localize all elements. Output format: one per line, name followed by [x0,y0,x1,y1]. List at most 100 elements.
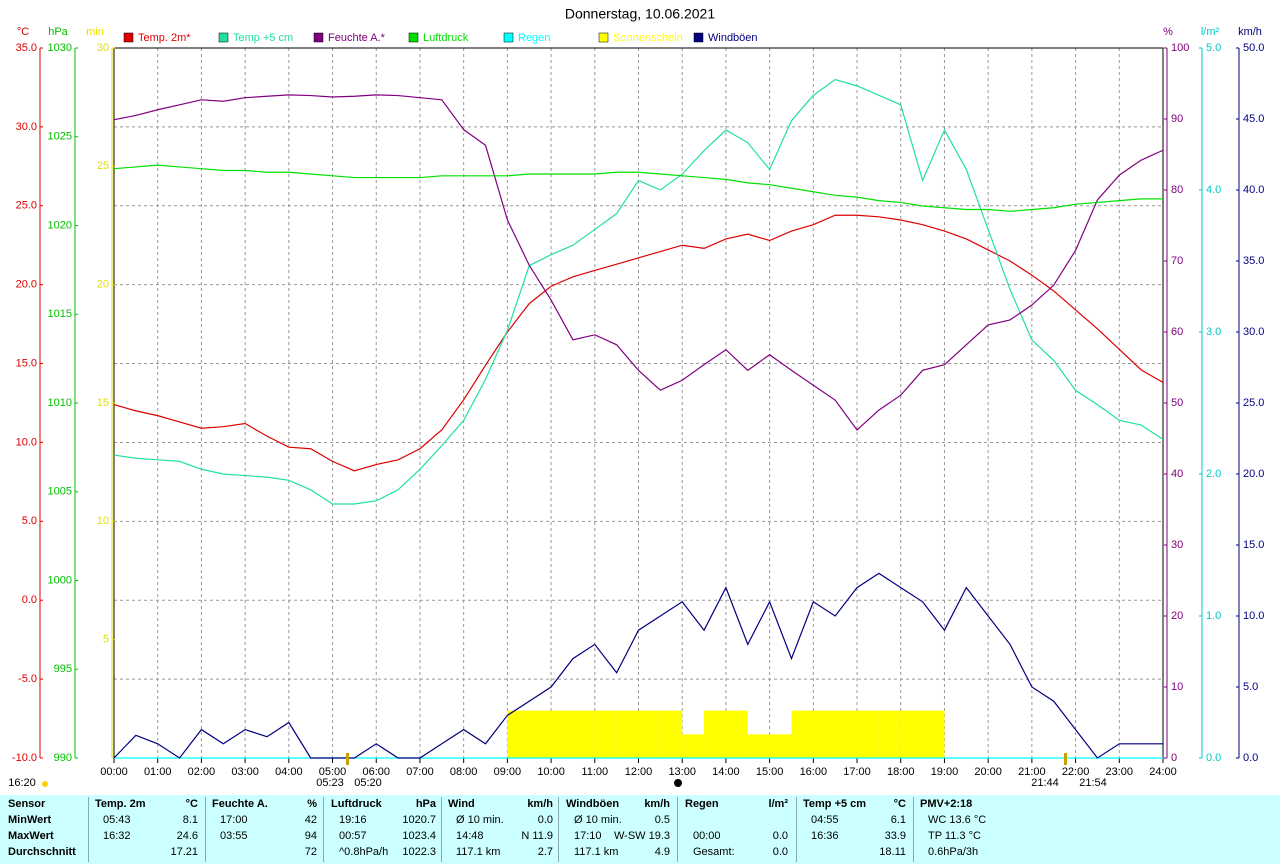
table-cell: Luftdruck [331,798,382,810]
y-tick-label: 25 [97,160,109,172]
x-tick-label: 22:00 [1062,766,1090,778]
axis-unit: % [1163,26,1173,38]
y-tick-label: 2.0 [1206,468,1221,480]
y-tick-label: 50 [1171,397,1183,409]
table-cell: 17:00 [220,814,248,826]
y-tick-label: 5 [103,634,109,646]
series-line [113,94,1164,431]
table-cell: km/h [527,798,553,810]
table-cell: l/m² [768,798,788,810]
annotation: 21:54 [1079,777,1107,789]
sunshine-bar [529,710,552,758]
annotation: 05:23 [316,777,344,789]
table-cell: 18.11 [879,846,906,858]
legend-label: Sonnenschein [613,32,683,44]
sunshine-bar [791,710,814,758]
series-line [113,572,1163,759]
x-tick-label: 02:00 [188,766,216,778]
x-tick-label: 19:00 [931,766,959,778]
y-tick-label: 10 [97,515,109,527]
column-separator [796,797,797,862]
column-separator [913,797,914,862]
column-separator [205,797,206,862]
sunshine-bar [704,710,726,758]
table-cell: 0.6hPa/3h [928,846,979,858]
table-cell: 42 [304,814,317,826]
y-tick-label: 1000 [48,574,72,586]
y-tick-label: 10.0 [16,436,37,448]
table-cell: TP 11.3 °C [928,830,981,842]
sunshine-bar [835,710,858,758]
legend-label: Luftdruck [423,32,469,44]
table-cell: 72 [304,846,317,858]
stats-table: Sensor Temp. 2m °C Feuchte A.% Luftdruck hPa W… [0,795,1280,864]
table-cell: 00:00 [693,830,721,842]
y-tick-label: 5.0 [22,515,37,527]
table-cell: W-SW 19.3 [613,830,670,842]
table-cell: Temp +5 cm [803,798,867,810]
chart: Donnerstag, 10.06.2021 °C -10.0 -5.0 0.0 5.0… [8,5,1265,789]
y-tick-label: 1015 [48,308,72,320]
sunshine-bar [725,710,748,758]
table-cell: Sensor [8,798,46,810]
table-cell: 117.1 km [456,846,501,858]
y-tick-label: 30 [1171,539,1183,551]
axis-unit: °C [17,26,29,38]
table-cell: MaxWert [8,830,54,842]
table-cell: Temp. 2m [95,798,146,810]
table-cell: 19:16 [339,814,367,826]
legend-label: Temp +5 cm [233,32,293,44]
y-tick-label: -10.0 [12,752,37,764]
y-tick-label: 20 [1171,610,1183,622]
y-tick-label: 5.0 [1206,42,1221,54]
table-cell: 24.6 [176,830,198,842]
y-tick-label: 70 [1171,255,1183,267]
sunshine-bar [922,710,945,758]
y-tick-label: 4.0 [1206,184,1221,196]
table-cell: Windböen [566,798,620,810]
table-cell: 03:55 [220,830,248,842]
chart-title: Donnerstag, 10.06.2021 [565,6,715,22]
table-cell: N 11.9 [521,830,553,842]
axis-unit: l/m² [1201,26,1220,38]
table-cell: 1023.4 [402,830,436,842]
y-tick-label: 10.0 [1243,610,1264,622]
table-cell: Regen [685,798,719,810]
table-cell: °C [893,798,906,810]
y-tick-label: 1.0 [1206,610,1221,622]
annotation: 16:20 [8,777,36,789]
x-tick-label: 03:00 [231,766,259,778]
sunshine-bar [616,710,639,758]
y-tick-label: 50.0 [1243,42,1264,54]
annotation: 05:20 [354,777,382,789]
table-cell: 0.5 [654,814,670,826]
table-cell: °C [185,798,198,810]
y-tick-label: 0.0 [1206,752,1221,764]
series-line [113,164,1163,212]
legend-label: Regen [518,32,550,44]
y-tick-label: 30 [97,42,109,54]
y-tick-label: 40 [1171,468,1183,480]
y-tick-label: 10 [1171,681,1183,693]
y-tick-label: 45.0 [1243,113,1264,125]
y-tick-label: 30.0 [16,121,37,133]
x-tick-label: 15:00 [756,766,784,778]
axis-unit: min [86,26,104,38]
table-cell: km/h [644,798,670,810]
x-tick-label: 00:00 [100,766,128,778]
table-cell: 16:36 [811,830,839,842]
y-tick-label: 90 [1171,113,1183,125]
y-tick-label: 0.0 [1243,752,1258,764]
y-tick-label: 15 [97,397,109,409]
legend-swatch [123,32,134,43]
legend-swatch [313,32,324,43]
sunshine-bar [572,710,595,758]
x-tick-label: 01:00 [144,766,172,778]
x-tick-label: 14:00 [712,766,740,778]
x-tick-label: 09:00 [494,766,522,778]
y-tick-label: 100 [1171,42,1189,54]
table-cell: 0.0 [772,846,788,858]
y-tick-label: 5.0 [1243,681,1258,693]
sunset-marker [1064,753,1067,765]
